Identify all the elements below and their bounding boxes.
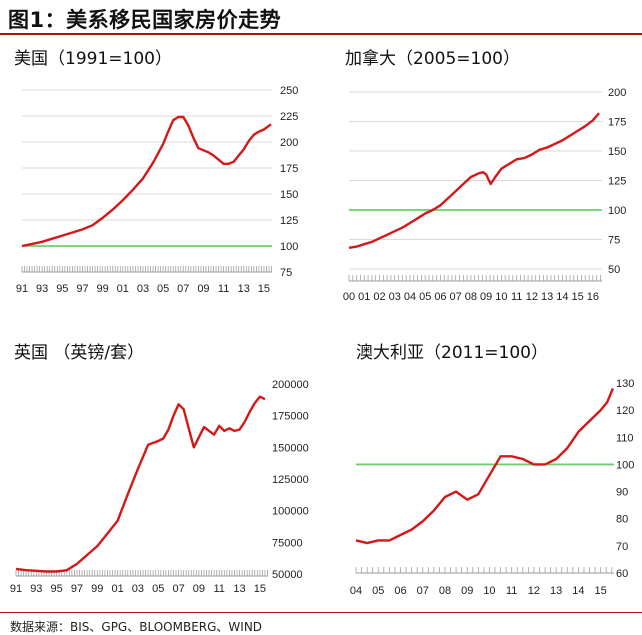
footer-rule bbox=[0, 612, 642, 613]
y-tick-label: 200 bbox=[280, 137, 298, 149]
x-tick-label: 06 bbox=[434, 291, 446, 303]
x-tick-label: 91 bbox=[10, 583, 22, 595]
y-tick-label: 60 bbox=[616, 568, 628, 580]
x-tick-label: 07 bbox=[172, 583, 184, 595]
x-tick-label: 97 bbox=[71, 583, 83, 595]
y-tick-label: 70 bbox=[616, 541, 628, 553]
x-tick-label: 14 bbox=[556, 291, 568, 303]
x-tick-label: 13 bbox=[238, 283, 250, 295]
x-tick-label: 05 bbox=[157, 283, 169, 295]
x-tick-label: 95 bbox=[56, 283, 68, 295]
x-tick-label: 93 bbox=[30, 583, 42, 595]
x-tick-label: 01 bbox=[358, 291, 370, 303]
x-tick-label: 00 bbox=[343, 291, 355, 303]
x-tick-label: 97 bbox=[76, 283, 88, 295]
chart-uk: 50000 75000 100000 125000 150000 175000 200000… bbox=[10, 379, 309, 595]
y-tick-label: 250 bbox=[280, 85, 298, 97]
x-tick-label: 10 bbox=[483, 585, 495, 597]
x-tick-label: 11 bbox=[214, 583, 225, 595]
x-tick-label: 13 bbox=[233, 583, 245, 595]
x-tick-label: 03 bbox=[389, 291, 401, 303]
chart-australia: 60 70 80 90 100 110 120 130 04 05 06 07 08 09 10 11 12 13… bbox=[350, 378, 634, 597]
y-tick-label: 80 bbox=[616, 514, 628, 526]
x-tick-label: 13 bbox=[550, 585, 562, 597]
y-tick-label: 75 bbox=[280, 267, 292, 279]
x-tick-label: 11 bbox=[511, 291, 522, 303]
x-tick-label: 07 bbox=[177, 283, 189, 295]
x-tick-label: 95 bbox=[51, 583, 63, 595]
chart-us: 75 100 125 150 175 200 225 250 91 93 95 97 99 01 03 05 0… bbox=[16, 85, 298, 295]
x-tick-label: 99 bbox=[97, 283, 109, 295]
x-tick-label: 09 bbox=[193, 583, 205, 595]
y-tick-label: 100 bbox=[608, 205, 626, 217]
x-tick-label: 93 bbox=[36, 283, 48, 295]
y-tick-label: 130 bbox=[616, 378, 634, 390]
x-tick-label: 09 bbox=[461, 585, 473, 597]
y-tick-label: 175 bbox=[608, 117, 626, 129]
x-tick-label: 12 bbox=[528, 585, 540, 597]
x-tick-label: 09 bbox=[197, 283, 209, 295]
y-tick-label: 50 bbox=[608, 264, 620, 276]
x-axis-minor-ticks bbox=[356, 567, 612, 573]
y-tick-label: 150 bbox=[280, 189, 298, 201]
x-tick-label: 03 bbox=[137, 283, 149, 295]
y-tick-label: 125 bbox=[608, 176, 626, 188]
x-tick-label: 15 bbox=[595, 585, 607, 597]
x-tick-label: 01 bbox=[117, 283, 129, 295]
y-tick-label: 200000 bbox=[272, 379, 309, 391]
x-tick-label: 04 bbox=[350, 585, 362, 597]
series-line bbox=[16, 397, 265, 572]
x-tick-label: 03 bbox=[132, 583, 144, 595]
y-tick-label: 125000 bbox=[272, 474, 309, 486]
x-tick-label: 11 bbox=[506, 585, 517, 597]
x-tick-label: 99 bbox=[91, 583, 103, 595]
y-tick-label: 150 bbox=[608, 146, 626, 158]
x-tick-label: 05 bbox=[419, 291, 431, 303]
y-tick-label: 100000 bbox=[272, 506, 309, 518]
y-tick-label: 110 bbox=[616, 432, 634, 444]
x-tick-label: 08 bbox=[439, 585, 451, 597]
x-tick-label: 07 bbox=[450, 291, 462, 303]
y-tick-label: 50000 bbox=[272, 569, 303, 581]
y-tick-label: 225 bbox=[280, 111, 298, 123]
x-tick-label: 06 bbox=[394, 585, 406, 597]
y-tick-label: 120 bbox=[616, 405, 634, 417]
x-tick-label: 11 bbox=[218, 283, 229, 295]
x-tick-label: 15 bbox=[258, 283, 270, 295]
y-tick-label: 175000 bbox=[272, 411, 309, 423]
y-tick-label: 75000 bbox=[272, 537, 303, 549]
x-tick-label: 10 bbox=[495, 291, 507, 303]
x-tick-label: 08 bbox=[465, 291, 477, 303]
y-tick-label: 90 bbox=[616, 487, 628, 499]
y-tick-label: 125 bbox=[280, 215, 298, 227]
x-axis-minor-ticks bbox=[349, 275, 600, 281]
y-tick-label: 150000 bbox=[272, 442, 309, 454]
y-tick-label: 75 bbox=[608, 235, 620, 247]
x-tick-label: 04 bbox=[404, 291, 416, 303]
y-tick-label: 175 bbox=[280, 163, 298, 175]
y-tick-label: 200 bbox=[608, 87, 626, 99]
x-tick-label: 07 bbox=[417, 585, 429, 597]
series-line bbox=[22, 117, 271, 246]
x-tick-label: 02 bbox=[373, 291, 385, 303]
source-note: 数据来源：BIS、GPG、BLOOMBERG、WIND bbox=[10, 618, 262, 635]
y-tick-label: 100 bbox=[616, 459, 634, 471]
x-tick-label: 01 bbox=[111, 583, 123, 595]
x-tick-label: 91 bbox=[16, 283, 28, 295]
x-tick-label: 13 bbox=[541, 291, 553, 303]
y-tick-label: 100 bbox=[280, 241, 298, 253]
x-tick-label: 05 bbox=[152, 583, 164, 595]
x-tick-label: 15 bbox=[254, 583, 266, 595]
x-tick-label: 16 bbox=[587, 291, 599, 303]
x-axis-minor-ticks bbox=[22, 266, 272, 272]
x-tick-label: 09 bbox=[480, 291, 492, 303]
x-tick-label: 14 bbox=[572, 585, 584, 597]
x-tick-label: 12 bbox=[526, 291, 538, 303]
x-tick-label: 15 bbox=[571, 291, 583, 303]
x-tick-label: 05 bbox=[372, 585, 384, 597]
series-line bbox=[356, 388, 613, 543]
